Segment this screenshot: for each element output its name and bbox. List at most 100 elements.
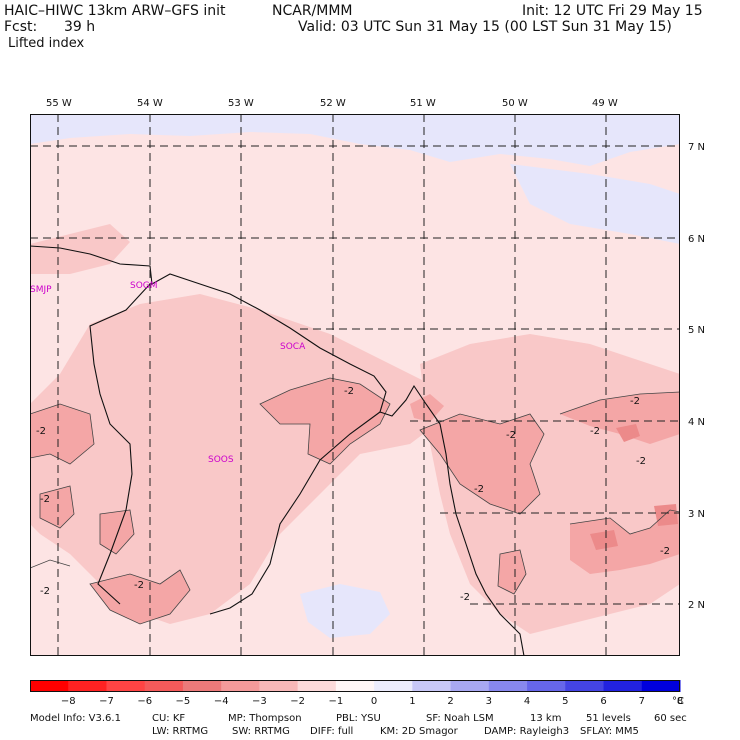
contour-label: -2 (134, 580, 144, 591)
color-bar-cell (144, 680, 184, 692)
field-neg3-south (90, 570, 190, 624)
lifted-index-map: SMJP SOGM SOCA SOOS -2 -2 -2 -2 -2 -2 -2… (30, 114, 680, 656)
field-neg2-nw (30, 224, 130, 274)
field-neg4-ne (616, 424, 640, 442)
color-bar-tick-label: 5 (562, 696, 568, 706)
model-title: HAIC–HIWC 13km ARW–GFS init (4, 3, 226, 19)
lon-label: 53 W (228, 98, 254, 109)
lat-label: 3 N (688, 509, 706, 520)
contour-label: -2 (460, 592, 470, 603)
footer-item: SW: RRTMG (232, 726, 290, 737)
lat-label: 2 N (688, 600, 706, 611)
footer-item: SFLAY: MM5 (580, 726, 639, 737)
contour-label: -2 (590, 426, 600, 437)
contour-label: -2 (344, 386, 354, 397)
color-bar-cells (30, 680, 681, 692)
contour-label: -2 (630, 396, 640, 407)
color-bar-cell (488, 680, 528, 692)
contour-label: -2 (506, 430, 516, 441)
latitude-labels: 7 N 6 N 5 N 4 N 3 N 2 N (684, 0, 740, 740)
contour-label: -2 (40, 586, 50, 597)
contour-lines (30, 377, 680, 625)
color-bar-tick-label: −6 (137, 696, 152, 706)
contour-label: -2 (636, 456, 646, 467)
contour-label: -2 (40, 494, 50, 505)
lat-label: 7 N (688, 142, 706, 153)
lat-lon-grid (30, 114, 680, 656)
color-bar-cell (641, 680, 681, 692)
color-bar-tick-label: 7 (639, 696, 645, 706)
lon-label: 51 W (410, 98, 436, 109)
longitude-labels: 55 W 54 W 53 W 52 W 51 W 50 W 49 W (0, 96, 740, 110)
field-neg3-east (420, 414, 544, 514)
field-neg3-center (260, 378, 390, 464)
lon-label: 50 W (502, 98, 528, 109)
color-bar-cell (335, 680, 375, 692)
color-bar-tick-label: 8 (677, 696, 683, 706)
footer-item: DAMP: Rayleigh3 (484, 726, 570, 737)
color-bar-tick-label: 3 (486, 696, 492, 706)
station-label: SOCA (280, 342, 306, 352)
color-bar-tick-label: 0 (371, 696, 377, 706)
field-neg3-west (30, 404, 94, 464)
footer-item: 13 km (530, 713, 562, 724)
contour-label: -2 (36, 426, 46, 437)
color-bar-cell (374, 680, 413, 692)
color-bar-tick-label: −5 (176, 696, 191, 706)
color-bar-tick-label: 1 (409, 696, 415, 706)
color-bar-unit: °C (672, 696, 684, 706)
color-bar-cell (68, 680, 107, 692)
color-bar-tick-label: −3 (252, 696, 267, 706)
lon-label: 54 W (137, 98, 163, 109)
init-time: Init: 12 UTC Fri 29 May 15 (522, 3, 703, 19)
color-bar-cell (412, 680, 452, 692)
color-bar-frame (30, 680, 680, 692)
map-frame (30, 114, 680, 656)
color-bar-cell (221, 680, 260, 692)
color-bar-labels: −8 −7 −6 −5 −4 −3 −2 −1 0 1 2 3 4 5 6 7 8 (61, 696, 683, 706)
color-bar-cell (259, 680, 299, 692)
color-bar-cell (297, 680, 337, 692)
footer-item: MP: Thompson (228, 713, 302, 724)
field-neg3-south-east (498, 550, 526, 594)
lon-label: 55 W (46, 98, 72, 109)
color-bar: −8 −7 −6 −5 −4 −3 −2 −1 0 1 2 3 4 5 6 7 8 °C (30, 680, 684, 706)
footer-item: CU: KF (152, 713, 186, 724)
color-bar-cell (527, 680, 566, 692)
footer-item: SF: Noah LSM (426, 713, 494, 724)
forecast-hour: 39 h (64, 19, 96, 35)
color-bar-tick-label: −2 (290, 696, 305, 706)
forecast-label: Fcst: (4, 19, 38, 35)
field-neg3-coast (410, 394, 444, 422)
color-bar-tick-label: 2 (447, 696, 453, 706)
lat-label: 4 N (688, 417, 706, 428)
field-neg3-ne (560, 392, 680, 444)
color-bar-cell (106, 680, 146, 692)
color-bar-tick-label: −4 (214, 696, 229, 706)
station-label: SOGM (130, 281, 158, 291)
field-neg4-se (590, 530, 618, 550)
footer-item: LW: RRTMG (152, 726, 209, 737)
footer-item: 51 levels (586, 713, 631, 724)
field-neg2-west (30, 294, 450, 624)
color-bar-cell (565, 680, 605, 692)
color-bar-tick-label: −8 (61, 696, 76, 706)
field-neg3-west2 (40, 486, 74, 528)
color-bar-tick-label: −1 (329, 696, 344, 706)
station-label: SMJP (30, 285, 52, 295)
color-bar-cell (30, 680, 69, 692)
valid-time: Valid: 03 UTC Sun 31 May 15 (00 LST Sun … (298, 19, 672, 35)
color-bar-cell (182, 680, 222, 692)
color-bar-cell (450, 680, 490, 692)
field-pos1-north (30, 114, 680, 166)
color-bar-cell (603, 680, 643, 692)
coastlines (30, 245, 525, 656)
lat-label: 6 N (688, 234, 706, 245)
station-label: SOOS (208, 455, 234, 465)
footer-item: Model Info: V3.6.1 (30, 713, 121, 724)
lat-label: 5 N (688, 325, 706, 336)
field-pos1-south (300, 584, 390, 638)
contour-label: -2 (660, 546, 670, 557)
lon-label: 52 W (320, 98, 346, 109)
color-bar-tick-label: 6 (600, 696, 606, 706)
